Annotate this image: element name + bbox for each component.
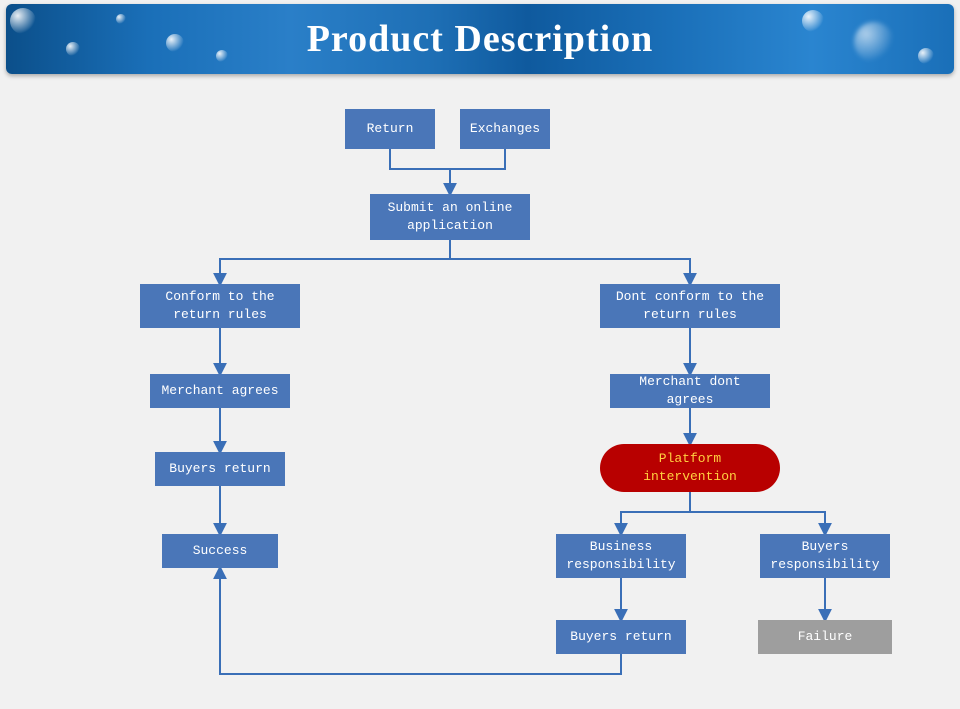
- banner: Product Description: [6, 4, 954, 74]
- flowchart-connectors: [0, 74, 960, 709]
- flowchart-edge: [690, 512, 825, 534]
- flowchart-stage: Return Exchanges Submit an online applicat…: [0, 74, 960, 709]
- flowchart-node-buyers_return_r: Buyers return: [556, 620, 686, 654]
- flowchart-node-return: Return: [345, 109, 435, 149]
- flowchart-node-dont_conform: Dont conform to the return rules: [600, 284, 780, 328]
- flowchart-node-platform: Platform intervention: [600, 444, 780, 492]
- flowchart-edge: [220, 240, 450, 284]
- flowchart-node-success: Success: [162, 534, 278, 568]
- flowchart-node-exchanges: Exchanges: [460, 109, 550, 149]
- flowchart-node-business_resp: Business responsibility: [556, 534, 686, 578]
- flowchart-node-merchant_dont: Merchant dont agrees: [610, 374, 770, 408]
- flowchart-edge: [450, 149, 505, 169]
- flowchart-edge: [450, 259, 690, 284]
- banner-title: Product Description: [6, 4, 954, 74]
- flowchart-node-buyers_resp: Buyers responsibility: [760, 534, 890, 578]
- flowchart-node-failure: Failure: [758, 620, 892, 654]
- flowchart-node-merchant_agrees: Merchant agrees: [150, 374, 290, 408]
- flowchart-node-submit: Submit an online application: [370, 194, 530, 240]
- flowchart-edge: [390, 149, 450, 194]
- flowchart-node-buyers_return_l: Buyers return: [155, 452, 285, 486]
- flowchart-node-conform: Conform to the return rules: [140, 284, 300, 328]
- flowchart-edge: [621, 492, 690, 534]
